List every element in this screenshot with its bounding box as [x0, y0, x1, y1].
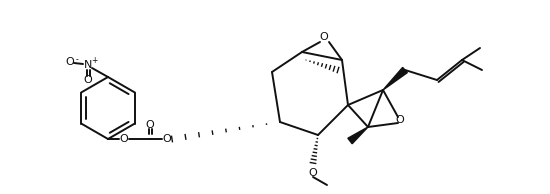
Text: O: O [395, 115, 404, 125]
Polygon shape [348, 127, 368, 144]
Polygon shape [383, 67, 408, 90]
Text: -: - [76, 55, 78, 64]
Text: N: N [84, 60, 92, 70]
Text: +: + [91, 56, 97, 65]
Text: O: O [320, 32, 328, 42]
Text: O: O [65, 57, 74, 67]
Text: O: O [84, 75, 92, 85]
Text: O: O [163, 134, 172, 144]
Text: O: O [146, 120, 155, 130]
Text: O: O [120, 134, 128, 144]
Text: O: O [309, 168, 317, 178]
